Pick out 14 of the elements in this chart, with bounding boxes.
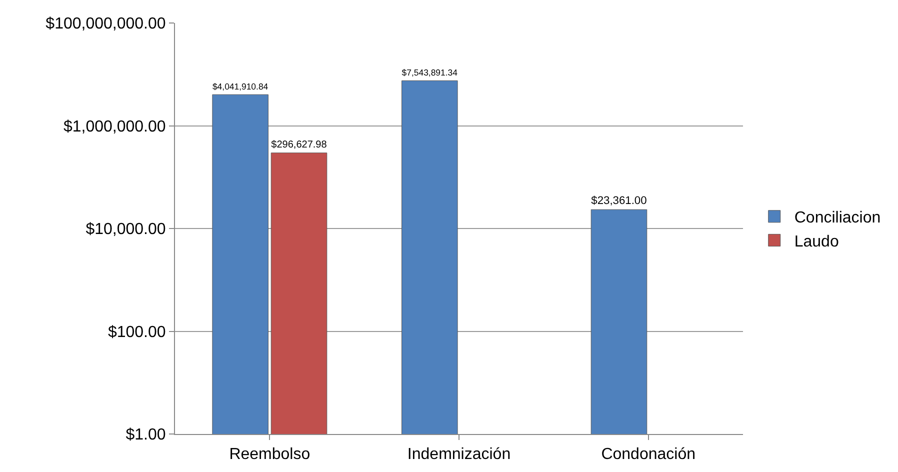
x-tick-label: Condonación — [601, 446, 696, 464]
y-tick-label: $1.00 — [126, 426, 166, 444]
y-tick-label: $10,000.00 — [86, 221, 166, 238]
y-tick-label: $1,000,000.00 — [63, 118, 166, 136]
data-label: $4,041,910.84 — [212, 81, 268, 92]
legend-label: Laudo — [794, 233, 839, 250]
y-tick-label: $100.00 — [108, 324, 166, 341]
y-tick-label: $100,000,000.00 — [46, 16, 166, 33]
x-tick-label: Indemnización — [407, 446, 511, 464]
x-tick-label: Reembolso — [229, 446, 310, 464]
data-label: $296,627.98 — [271, 139, 328, 150]
data-label: $23,361.00 — [591, 194, 647, 207]
legend-label: Conciliacion — [794, 210, 881, 227]
data-label: $7,543,891.34 — [402, 67, 458, 78]
